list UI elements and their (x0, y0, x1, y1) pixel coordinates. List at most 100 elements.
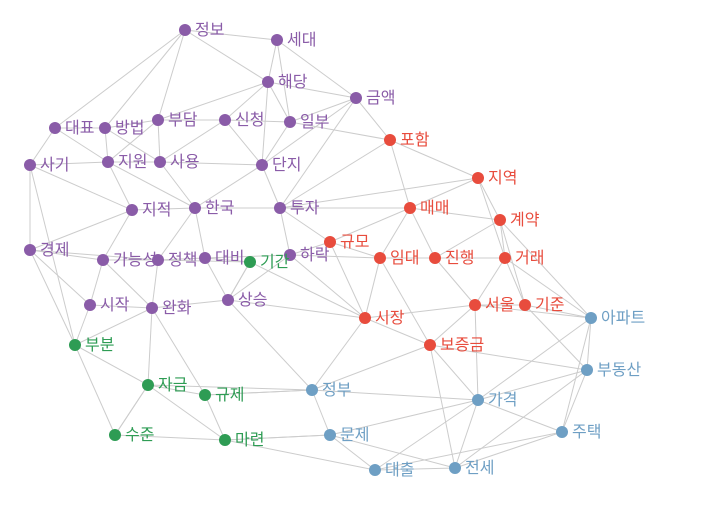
node-label: 지적 (142, 201, 171, 219)
node-label: 대비 (215, 249, 244, 267)
node-dot (154, 156, 166, 168)
node-label: 부동산 (597, 361, 641, 379)
edge (312, 318, 365, 390)
node-dot (306, 384, 318, 396)
node-label: 대출 (385, 461, 414, 479)
node-label: 경제 (40, 241, 69, 259)
node-label: 시장 (375, 309, 405, 327)
node-dot (519, 299, 531, 311)
node-label: 수준 (125, 426, 154, 444)
node-label: 기간 (260, 253, 290, 271)
node-label: 지역 (488, 169, 517, 187)
node-dot (152, 254, 164, 266)
node-dot (449, 462, 461, 474)
node-label: 정책 (168, 251, 197, 269)
node-label: 주택 (572, 423, 601, 441)
node-dot (69, 339, 81, 351)
node-dot (24, 159, 36, 171)
node-dot (404, 202, 416, 214)
node-dot (84, 299, 96, 311)
node-dot (284, 116, 296, 128)
node-label: 일부 (300, 113, 329, 131)
node-dot (374, 252, 386, 264)
node-dot (494, 214, 506, 226)
edge (380, 258, 430, 345)
node-dot (424, 339, 436, 351)
edge (158, 120, 160, 162)
node-dot (350, 92, 362, 104)
node-label: 단지 (272, 156, 301, 174)
edge (365, 258, 380, 318)
node-dot (271, 34, 283, 46)
node-label: 상승 (238, 291, 267, 309)
edge (268, 40, 277, 82)
edge (75, 345, 115, 435)
node-dot (581, 364, 593, 376)
node-label: 아파트 (601, 309, 645, 327)
edge (228, 300, 312, 390)
edge (30, 250, 75, 345)
node-dot (152, 114, 164, 126)
node-label: 임대 (390, 249, 419, 267)
edge (390, 140, 410, 208)
node-dot (189, 202, 201, 214)
edge (478, 318, 591, 400)
node-label: 한국 (205, 199, 234, 217)
node-dot (199, 389, 211, 401)
node-dot (324, 429, 336, 441)
node-label: 거래 (515, 249, 544, 267)
node-label: 기준 (535, 296, 564, 314)
node-dot (199, 252, 211, 264)
network-graph: 정보세대해당금액대표방법부담신청일부사기지원사용단지지적한국투자경제가능성정책대… (0, 0, 706, 508)
node-label: 부담 (168, 111, 198, 129)
node-label: 부분 (85, 337, 114, 354)
edge (195, 208, 205, 258)
node-label: 전세 (465, 459, 494, 477)
node-dot (469, 299, 481, 311)
node-label: 투자 (290, 199, 320, 217)
node-label: 매매 (420, 199, 449, 217)
node-label: 지원 (118, 153, 147, 171)
node-label: 마련 (235, 431, 264, 449)
edge (330, 242, 365, 318)
nodes-layer: 정보세대해당금액대표방법부담신청일부사기지원사용단지지적한국투자경제가능성정책대… (24, 21, 645, 479)
node-dot (146, 302, 158, 314)
node-dot (109, 429, 121, 441)
node-label: 사기 (40, 156, 69, 174)
node-label: 해당 (278, 73, 308, 91)
node-label: 하락 (300, 246, 330, 264)
node-label: 세대 (287, 31, 316, 49)
node-label: 가능성 (113, 251, 157, 269)
node-dot (222, 294, 234, 306)
node-label: 사용 (170, 153, 199, 171)
node-dot (472, 394, 484, 406)
node-label: 정부 (322, 381, 351, 399)
node-dot (369, 464, 381, 476)
node-label: 자금 (158, 376, 187, 394)
edge (158, 30, 185, 120)
node-label: 계약 (510, 211, 540, 229)
node-dot (256, 159, 268, 171)
edge (148, 308, 152, 385)
node-dot (219, 114, 231, 126)
node-dot (499, 252, 511, 264)
node-label: 규모 (340, 234, 369, 251)
node-label: 방법 (115, 119, 144, 137)
node-dot (99, 122, 111, 134)
node-dot (126, 204, 138, 216)
node-label: 시작 (100, 296, 130, 314)
node-dot (472, 172, 484, 184)
node-label: 대표 (65, 119, 94, 137)
node-dot (49, 122, 61, 134)
node-dot (97, 254, 109, 266)
node-dot (24, 244, 36, 256)
node-dot (324, 236, 336, 248)
node-label: 완화 (162, 299, 192, 317)
node-label: 진행 (445, 249, 474, 267)
node-dot (585, 312, 597, 324)
edge (455, 400, 478, 468)
node-label: 규제 (215, 386, 244, 404)
node-dot (142, 379, 154, 391)
node-label: 정보 (195, 21, 224, 39)
node-label: 금액 (366, 89, 395, 107)
